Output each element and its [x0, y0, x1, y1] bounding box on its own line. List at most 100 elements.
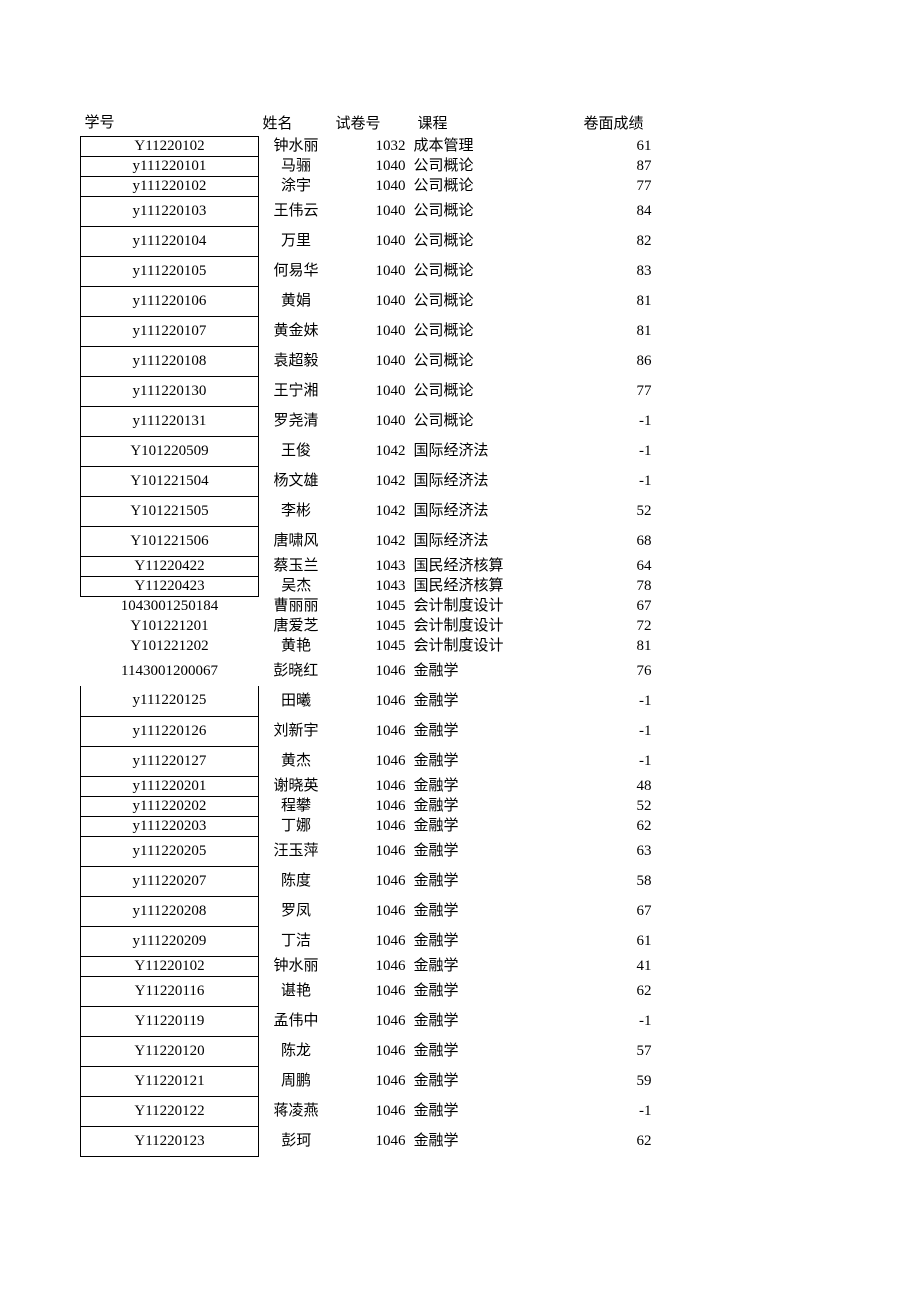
cell-score: 81 — [564, 636, 664, 656]
cell-id: y111220207 — [81, 866, 259, 896]
cell-id: Y101221202 — [81, 636, 259, 656]
cell-name: 彭晓红 — [259, 656, 334, 686]
cell-exam: 1040 — [334, 156, 414, 176]
cell-exam: 1043 — [334, 576, 414, 596]
table-row: y111220106黄娟1040公司概论81 — [81, 286, 664, 316]
cell-name: 罗凤 — [259, 896, 334, 926]
cell-course: 金融学 — [414, 836, 564, 866]
cell-id: y111220209 — [81, 926, 259, 956]
cell-id: y111220208 — [81, 896, 259, 926]
cell-score: -1 — [564, 746, 664, 776]
cell-score: 86 — [564, 346, 664, 376]
table-row: Y11220121周鹏1046金融学59 — [81, 1066, 664, 1096]
table-row: Y101221506唐啸风1042国际经济法68 — [81, 526, 664, 556]
table-row: y111220201谢晓英1046金融学48 — [81, 776, 664, 796]
table-row: Y11220119孟伟中1046金融学-1 — [81, 1006, 664, 1036]
cell-course: 公司概论 — [414, 156, 564, 176]
cell-exam: 1046 — [334, 976, 414, 1006]
cell-score: 59 — [564, 1066, 664, 1096]
table-row: Y11220423吴杰1043国民经济核算78 — [81, 576, 664, 596]
table-row: Y11220122蒋凌燕1046金融学-1 — [81, 1096, 664, 1126]
cell-name: 丁洁 — [259, 926, 334, 956]
cell-score: -1 — [564, 1006, 664, 1036]
cell-name: 刘新宇 — [259, 716, 334, 746]
cell-score: 63 — [564, 836, 664, 866]
cell-exam: 1046 — [334, 716, 414, 746]
cell-name: 王伟云 — [259, 196, 334, 226]
cell-course: 会计制度设计 — [414, 596, 564, 616]
cell-course: 公司概论 — [414, 176, 564, 196]
cell-name: 涂宇 — [259, 176, 334, 196]
cell-id: y111220131 — [81, 406, 259, 436]
cell-exam: 1046 — [334, 836, 414, 866]
cell-course: 国民经济核算 — [414, 556, 564, 576]
cell-exam: 1046 — [334, 896, 414, 926]
cell-id: y111220102 — [81, 176, 259, 196]
cell-name: 田曦 — [259, 686, 334, 716]
cell-course: 金融学 — [414, 746, 564, 776]
cell-id: Y11220119 — [81, 1006, 259, 1036]
col-header-name: 姓名 — [259, 112, 334, 136]
table-row: y111220105何易华1040公司概论83 — [81, 256, 664, 286]
cell-id: Y101220509 — [81, 436, 259, 466]
cell-course: 公司概论 — [414, 256, 564, 286]
cell-id: y111220106 — [81, 286, 259, 316]
cell-id: Y11220123 — [81, 1126, 259, 1156]
cell-exam: 1040 — [334, 316, 414, 346]
cell-course: 金融学 — [414, 1006, 564, 1036]
cell-exam: 1040 — [334, 406, 414, 436]
cell-exam: 1042 — [334, 496, 414, 526]
cell-course: 公司概论 — [414, 196, 564, 226]
cell-name: 周鹏 — [259, 1066, 334, 1096]
cell-course: 金融学 — [414, 926, 564, 956]
cell-name: 马骊 — [259, 156, 334, 176]
cell-course: 金融学 — [414, 1096, 564, 1126]
cell-name: 黄娟 — [259, 286, 334, 316]
cell-name: 王俊 — [259, 436, 334, 466]
cell-name: 汪玉萍 — [259, 836, 334, 866]
cell-score: 72 — [564, 616, 664, 636]
cell-exam: 1046 — [334, 866, 414, 896]
cell-score: -1 — [564, 466, 664, 496]
cell-id: 1143001200067 — [81, 656, 259, 686]
col-header-id: 学号 — [81, 112, 259, 136]
grades-table: 学号 姓名 试卷号 课程 卷面成绩 Y11220102钟水丽1032成本管理61… — [80, 112, 664, 1157]
table-row: y111220202程攀1046金融学52 — [81, 796, 664, 816]
cell-name: 程攀 — [259, 796, 334, 816]
table-row: y111220103王伟云1040公司概论84 — [81, 196, 664, 226]
cell-id: Y11220116 — [81, 976, 259, 1006]
cell-course: 公司概论 — [414, 406, 564, 436]
table-row: Y11220422蔡玉兰1043国民经济核算64 — [81, 556, 664, 576]
cell-name: 丁娜 — [259, 816, 334, 836]
cell-score: 84 — [564, 196, 664, 226]
cell-course: 金融学 — [414, 956, 564, 976]
cell-exam: 1040 — [334, 346, 414, 376]
cell-name: 万里 — [259, 226, 334, 256]
cell-name: 谢晓英 — [259, 776, 334, 796]
cell-id: Y11220120 — [81, 1036, 259, 1066]
table-row: y111220205汪玉萍1046金融学63 — [81, 836, 664, 866]
cell-exam: 1045 — [334, 616, 414, 636]
cell-id: y111220203 — [81, 816, 259, 836]
table-row: y111220203丁娜1046金融学62 — [81, 816, 664, 836]
cell-id: y111220127 — [81, 746, 259, 776]
cell-score: -1 — [564, 716, 664, 746]
cell-id: y111220126 — [81, 716, 259, 746]
cell-course: 金融学 — [414, 656, 564, 686]
table-row: Y101220509王俊1042国际经济法-1 — [81, 436, 664, 466]
cell-score: 78 — [564, 576, 664, 596]
table-row: y111220131罗尧清1040公司概论-1 — [81, 406, 664, 436]
cell-id: y111220101 — [81, 156, 259, 176]
cell-score: 52 — [564, 796, 664, 816]
cell-score: 87 — [564, 156, 664, 176]
cell-id: Y11220423 — [81, 576, 259, 596]
cell-exam: 1042 — [334, 526, 414, 556]
table-row: y111220209丁洁1046金融学61 — [81, 926, 664, 956]
cell-course: 公司概论 — [414, 286, 564, 316]
cell-name: 黄艳 — [259, 636, 334, 656]
table-row: y111220108袁超毅1040公司概论86 — [81, 346, 664, 376]
cell-score: -1 — [564, 1096, 664, 1126]
cell-name: 袁超毅 — [259, 346, 334, 376]
table-row: Y11220102钟水丽1032成本管理61 — [81, 136, 664, 156]
cell-exam: 1032 — [334, 136, 414, 156]
